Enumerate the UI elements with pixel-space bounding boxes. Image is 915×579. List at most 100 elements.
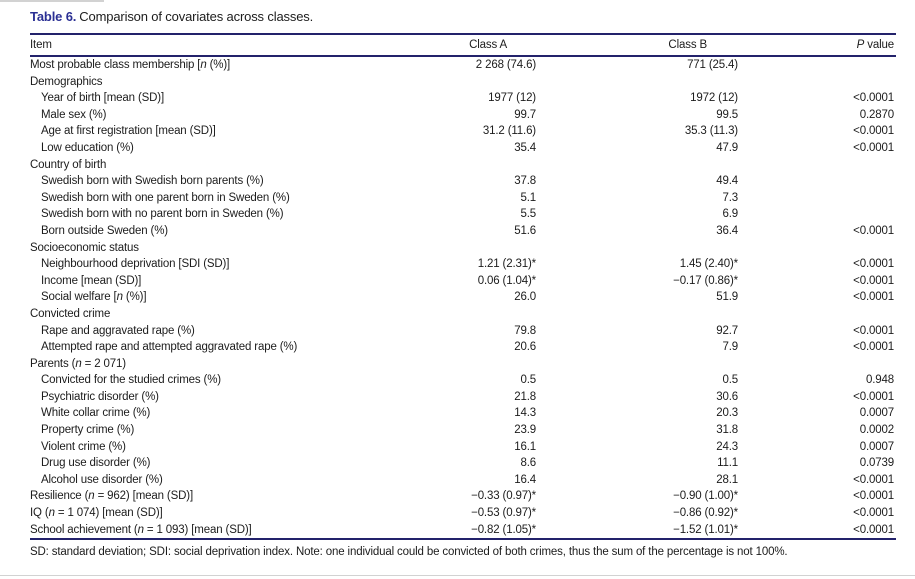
item-cell: Convicted crime (30, 307, 111, 320)
class-b-cell: 36.4 (716, 224, 738, 237)
table-row: Attempted rape and attempted aggravated … (30, 339, 896, 356)
item-cell: Parents (n = 2 071) (30, 357, 126, 370)
page-edge-top-artifact (0, 0, 104, 2)
class-a-cell: 14.3 (514, 407, 536, 420)
table-row: Demographics (30, 74, 896, 91)
p-value-cell: <0.0001 (853, 390, 894, 403)
p-value-cell (738, 206, 896, 223)
p-value-cell: <0.0001 (853, 324, 894, 337)
item-cell: Psychiatric disorder (%) (41, 390, 159, 403)
column-header-class-b: Class B (536, 33, 738, 57)
class-b-cell: 1.45 (2.40)* (679, 258, 738, 271)
p-value-cell (738, 190, 896, 207)
p-value-cell: <0.0001 (853, 224, 894, 237)
class-a-cell: 37.8 (514, 175, 536, 188)
p-value-cell (738, 157, 896, 174)
item-cell: Born outside Sweden (%) (41, 224, 168, 237)
class-a-cell: 99.7 (514, 108, 536, 121)
p-value-cell: <0.0001 (853, 341, 894, 354)
item-cell: White collar crime (%) (41, 407, 151, 420)
table-body: Most probable class membership [n (%)] 2 … (30, 56, 896, 541)
table-row: Social welfare [n (%)] 26.0 51.9 <0.0001 (30, 289, 896, 306)
item-cell: Rape and aggravated rape (%) (41, 324, 195, 337)
class-a-cell: 16.1 (514, 440, 536, 453)
class-a-cell (376, 157, 536, 174)
class-b-cell: 99.5 (716, 108, 738, 121)
item-cell: Swedish born with no parent born in Swed… (41, 208, 284, 221)
p-value-cell (738, 306, 896, 323)
item-cell: Swedish born with one parent born in Swe… (41, 191, 290, 204)
class-b-cell: 24.3 (716, 440, 738, 453)
p-value-cell (738, 173, 896, 190)
class-b-cell: 1972 (12) (690, 92, 738, 105)
p-value-cell: 0.0002 (859, 424, 894, 437)
table-row: Year of birth [mean (SD)] 1977 (12) 1972 (… (30, 90, 896, 107)
item-cell: Resilience (n = 962) [mean (SD)] (30, 490, 193, 503)
p-value-cell: <0.0001 (853, 473, 894, 486)
table-row: School achievement (n = 1 093) [mean (SD… (30, 521, 896, 541)
class-a-cell (376, 74, 536, 91)
p-value-cell: <0.0001 (853, 141, 894, 154)
table-row: Neighbourhood deprivation [SDI (SD)] 1.21… (30, 256, 896, 273)
table-header: Item Class A Class B P value (30, 33, 896, 57)
table-row: Drug use disorder (%) 8.6 11.1 0.0739 (30, 455, 896, 472)
p-value-cell: <0.0001 (853, 92, 894, 105)
table-row: Convicted for the studied crimes (%) 0.5 0… (30, 372, 896, 389)
item-cell: Income [mean (SD)] (41, 274, 142, 287)
covariates-table: Item Class A Class B P value Most probab… (30, 33, 896, 541)
class-a-cell: 20.6 (514, 341, 536, 354)
class-a-cell: 26.0 (514, 291, 536, 304)
class-b-cell: 7.3 (722, 191, 738, 204)
table-row: Swedish born with no parent born in Swed… (30, 206, 896, 223)
class-b-cell: 11.1 (717, 457, 738, 470)
item-cell: Convicted for the studied crimes (%) (41, 374, 221, 387)
column-header-p-value: P value (738, 33, 896, 57)
class-a-cell: 8.6 (520, 457, 536, 470)
column-header-item: Item (30, 33, 376, 57)
class-a-cell: 31.2 (11.6) (482, 125, 536, 138)
class-b-cell: 771 (25.4) (687, 59, 738, 71)
class-b-cell (536, 74, 738, 91)
item-cell: Swedish born with Swedish born parents (… (41, 175, 264, 188)
p-value-cell: <0.0001 (853, 490, 894, 503)
p-value-cell: 0.0739 (859, 457, 894, 470)
item-cell: Violent crime (%) (41, 440, 126, 453)
class-b-cell: 51.9 (716, 291, 738, 304)
class-b-cell: 6.9 (722, 208, 738, 221)
table-row: Most probable class membership [n (%)] 2 … (30, 56, 896, 74)
item-cell: Socioeconomic status (30, 241, 139, 254)
item-cell: Attempted rape and attempted aggravated … (41, 341, 298, 354)
class-b-cell (536, 306, 738, 323)
item-cell: Property crime (%) (41, 424, 135, 437)
class-a-cell: 35.4 (514, 141, 536, 154)
class-a-cell: 5.1 (520, 191, 536, 204)
item-cell: Country of birth (30, 158, 107, 171)
class-b-cell: −1.52 (1.01)* (536, 521, 738, 541)
p-value-cell (738, 356, 896, 373)
class-b-cell: −0.17 (0.86)* (673, 274, 738, 287)
table-title-line: Table 6. Comparison of covariates across … (30, 8, 896, 25)
p-value-cell: <0.0001 (853, 291, 894, 304)
class-a-cell: −0.53 (0.97)* (471, 507, 536, 520)
table-header-row: Item Class A Class B P value (30, 33, 896, 57)
p-value-cell: <0.0001 (853, 258, 894, 271)
item-cell: Neighbourhood deprivation [SDI (SD)] (41, 258, 230, 271)
table-row: Socioeconomic status (30, 240, 896, 257)
table-row: Psychiatric disorder (%) 21.8 30.6 <0.0001 (30, 389, 896, 406)
p-value-cell: 0.2870 (859, 108, 894, 121)
class-a-cell: 23.9 (514, 424, 536, 437)
table-row: Swedish born with Swedish born parents (… (30, 173, 896, 190)
table-row: Country of birth (30, 157, 896, 174)
class-b-cell: 49.4 (716, 175, 738, 188)
p-value-cell: <0.0001 (853, 507, 894, 520)
table-row: Swedish born with one parent born in Swe… (30, 190, 896, 207)
p-value-cell (738, 74, 896, 91)
table-row: Income [mean (SD)] 0.06 (1.04)* −0.17 (0.8… (30, 273, 896, 290)
class-a-cell: 0.5 (520, 374, 536, 387)
class-b-cell: 31.8 (716, 424, 738, 437)
item-cell: Year of birth [mean (SD)] (41, 92, 165, 105)
class-b-cell (536, 356, 738, 373)
item-cell: Male sex (%) (41, 108, 107, 121)
table-row: Parents (n = 2 071) (30, 356, 896, 373)
item-cell: Most probable class membership [n (%)] (30, 59, 231, 71)
